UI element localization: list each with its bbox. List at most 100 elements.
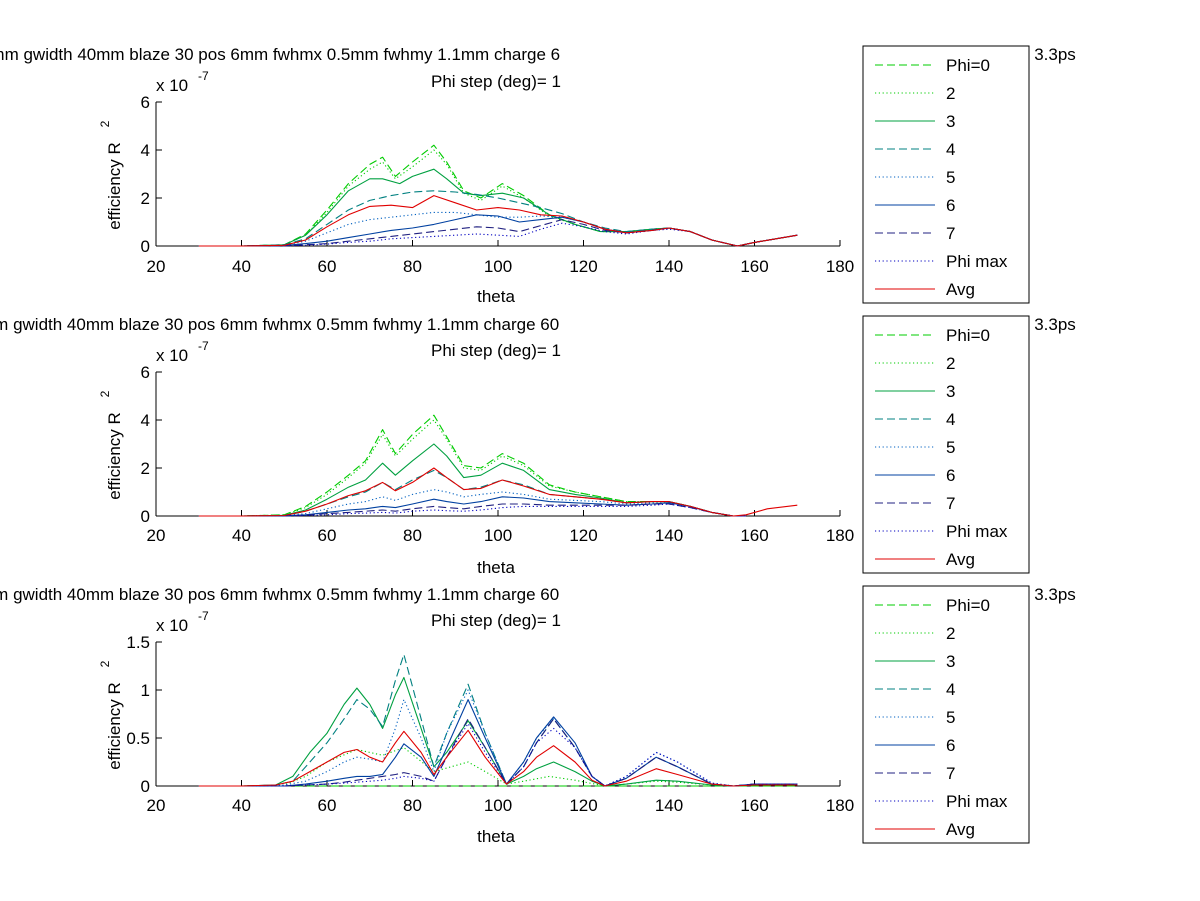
chart-panel-2: OLEIL gperiod 3mm gwidth 40mm blaze 30 p… [0, 315, 1076, 577]
legend-entry: 7 [946, 494, 955, 513]
x-tick-label: 100 [484, 526, 512, 545]
legend-entry: 3 [946, 382, 955, 401]
legend-entry: 2 [946, 84, 955, 103]
legend-entry: 6 [946, 196, 955, 215]
y-axis-label-sup: 2 [98, 660, 112, 667]
legend-entry: 6 [946, 466, 955, 485]
legend: Phi=0 2 3 4 5 6 7 Phi max Avg [862, 45, 1030, 304]
legend-box [862, 315, 1030, 574]
legend-entry: 2 [946, 354, 955, 373]
legend-entry: Phi max [946, 522, 1008, 541]
legend-entry: Phi=0 [946, 326, 990, 345]
x-tick-label: 20 [147, 257, 166, 276]
legend: Phi=0 2 3 4 5 6 7 Phi max Avg [862, 585, 1030, 844]
series-line-7 [198, 503, 746, 517]
y-axis-label-sup: 2 [98, 120, 112, 127]
x-tick-label: 100 [484, 796, 512, 815]
y-axis-label-sup: 2 [98, 390, 112, 397]
x-tick-label: 120 [569, 257, 597, 276]
x-tick-label: 40 [232, 257, 251, 276]
y-tick-label: 0 [141, 777, 150, 796]
x-tick-label: 160 [740, 526, 768, 545]
legend: Phi=0 2 3 4 5 6 7 Phi max Avg [862, 315, 1030, 574]
series-line-3 [198, 190, 798, 247]
legend-entry: 4 [946, 140, 955, 159]
legend-entry: Phi max [946, 792, 1008, 811]
axis-exponent-base: x 10 [156, 76, 188, 95]
x-tick-label: 120 [569, 526, 597, 545]
y-tick-label: 1.5 [126, 633, 150, 652]
legend-entry: Phi max [946, 252, 1008, 271]
y-tick-label: 0.5 [126, 729, 150, 748]
x-tick-label: 80 [403, 796, 422, 815]
series-line-1 [198, 747, 798, 787]
legend-box [862, 585, 1030, 844]
series-line-2 [198, 443, 746, 517]
series-line-5 [198, 496, 746, 517]
y-tick-label: 0 [141, 507, 150, 526]
y-axis-label: efficiency R [105, 682, 124, 770]
series-line-4 [198, 689, 798, 787]
x-tick-label: 40 [232, 526, 251, 545]
x-tick-label: 60 [318, 526, 337, 545]
x-tick-label: 80 [403, 526, 422, 545]
legend-entry: Phi=0 [946, 56, 990, 75]
axis-exponent-base: x 10 [156, 346, 188, 365]
x-tick-label: 80 [403, 257, 422, 276]
series-line-3 [198, 653, 798, 787]
legend-entry: 3 [946, 652, 955, 671]
legend-entry: 4 [946, 410, 955, 429]
legend-entry: 4 [946, 680, 955, 699]
axis-exponent-power: -7 [198, 339, 209, 353]
y-axis-label: efficiency R [105, 412, 124, 500]
chart-title: SOLEIL gperiod 3mm gwidth 40mm blaze 30 … [0, 45, 560, 64]
x-tick-label: 60 [318, 796, 337, 815]
series-line-8 [198, 729, 798, 787]
series-line-2 [198, 676, 798, 787]
chart-title-tail: 3.3ps [1034, 45, 1076, 64]
series-line-6 [198, 718, 798, 787]
x-tick-label: 40 [232, 796, 251, 815]
x-tick-label: 100 [484, 257, 512, 276]
axis-exponent-base: x 10 [156, 616, 188, 635]
y-tick-label: 4 [141, 411, 150, 430]
y-tick-label: 0 [141, 237, 150, 256]
legend-entry: Avg [946, 820, 975, 839]
y-tick-label: 2 [141, 459, 150, 478]
x-tick-label: 160 [740, 796, 768, 815]
x-tick-label: 20 [147, 796, 166, 815]
x-axis-label: theta [477, 558, 515, 577]
y-tick-label: 6 [141, 363, 150, 382]
chart-title-tail: 3.3ps [1034, 585, 1076, 604]
legend-entry: 5 [946, 438, 955, 457]
series-line-0 [198, 144, 798, 247]
series-line-6 [198, 503, 746, 517]
x-tick-label: 140 [655, 796, 683, 815]
series-line-0 [198, 414, 746, 517]
legend-entry: Phi=0 [946, 596, 990, 615]
legend-entry: 7 [946, 224, 955, 243]
axis-exponent-power: -7 [198, 609, 209, 623]
chart-subtitle: Phi step (deg)= 1 [431, 611, 561, 630]
chart-title: OLEIL gperiod 3mm gwidth 40mm blaze 30 p… [0, 315, 559, 334]
x-tick-label: 20 [147, 526, 166, 545]
x-tick-label: 180 [826, 257, 854, 276]
series-line-1 [198, 419, 746, 517]
x-tick-label: 140 [655, 526, 683, 545]
x-tick-label: 180 [826, 526, 854, 545]
legend-entry: Avg [946, 280, 975, 299]
y-tick-label: 1 [141, 681, 150, 700]
series-line-8 [198, 467, 798, 517]
legend-entry: Avg [946, 550, 975, 569]
series-line-4 [198, 489, 746, 517]
legend-box [862, 45, 1030, 304]
y-tick-label: 4 [141, 141, 150, 160]
x-tick-label: 60 [318, 257, 337, 276]
x-tick-label: 180 [826, 796, 854, 815]
chart-subtitle: Phi step (deg)= 1 [431, 72, 561, 91]
chart-title-tail: 3.3ps [1034, 315, 1076, 334]
x-tick-label: 140 [655, 257, 683, 276]
x-tick-label: 160 [740, 257, 768, 276]
x-axis-label: theta [477, 287, 515, 306]
